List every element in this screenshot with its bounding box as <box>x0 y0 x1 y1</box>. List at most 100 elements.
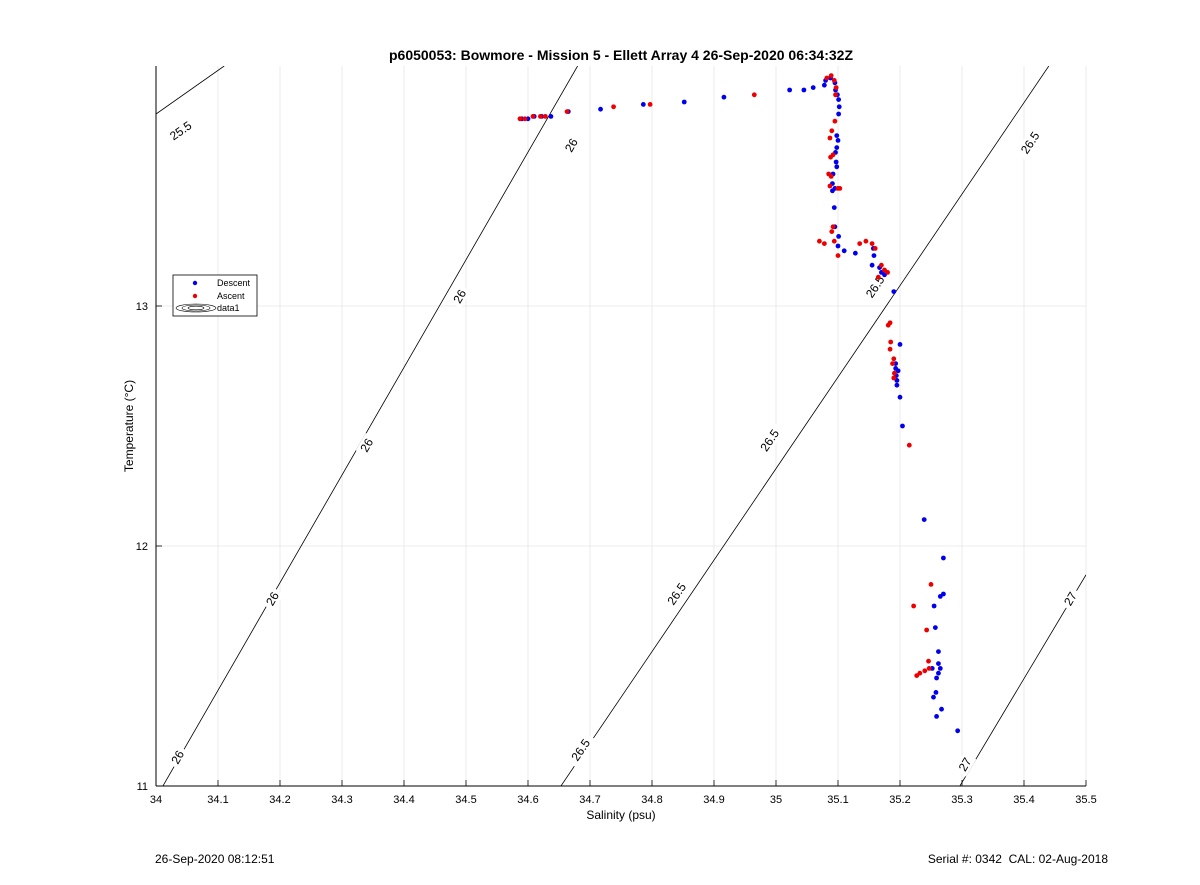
data-point-ascent <box>924 627 930 633</box>
isoline-label: 26 <box>263 589 282 608</box>
axes: 34 34.1 34.2 34.3 34.4 34.5 34.6 34.7 34.8 34.9 35… <box>136 66 1097 806</box>
data-point-descent <box>934 675 939 681</box>
y-tick-label: 13 <box>136 301 148 313</box>
footer-timestamp: 26-Sep-2020 08:12:51 <box>155 852 275 866</box>
data-point-ascent <box>872 246 878 251</box>
x-tick-label: 34.1 <box>207 794 228 806</box>
data-point-descent <box>897 394 903 400</box>
data-point-ascent <box>837 186 843 191</box>
data-point-descent <box>936 670 941 676</box>
data-point-ascent <box>885 270 890 275</box>
data-point-descent <box>836 104 842 110</box>
data-point-descent <box>834 164 840 170</box>
data-point-ascent <box>821 241 827 247</box>
data-point-descent <box>834 133 840 139</box>
isoline-label-bg <box>162 115 199 147</box>
data-point-descent <box>835 138 841 143</box>
x-tick-label: 34.7 <box>579 794 600 806</box>
x-tick-label: 35.5 <box>1075 794 1096 806</box>
data-point-descent <box>836 234 842 239</box>
isoline-25.5 <box>156 66 225 115</box>
data-point-descent <box>836 97 842 102</box>
data-point-ascent <box>922 668 928 674</box>
data-point-ascent <box>885 322 891 328</box>
data-point-ascent <box>857 241 863 247</box>
data-point-descent <box>921 517 927 522</box>
isoline-26 <box>162 66 578 786</box>
data-point-ascent <box>891 356 897 362</box>
data-point-descent <box>941 555 946 561</box>
x-tick-label: 35.2 <box>889 794 910 806</box>
data-point-descent <box>932 625 938 630</box>
isoline-label: 26 <box>450 287 469 306</box>
x-tick-label: 34.4 <box>393 794 414 806</box>
data-point-ascent <box>828 154 833 160</box>
data-point-ascent <box>829 229 835 235</box>
legend-label-descent: Descent <box>217 278 251 288</box>
legend: Descent Ascent data1 <box>172 274 258 317</box>
data-point-descent <box>598 106 603 112</box>
isoline-label-bg <box>355 433 378 458</box>
data-point-ascent <box>863 238 869 244</box>
isoline-label: 27 <box>956 755 975 774</box>
data-point-ascent <box>542 114 548 119</box>
isoline-label-bg <box>261 586 284 611</box>
x-tick-label: 34.5 <box>455 794 476 806</box>
data-point-descent <box>681 99 687 105</box>
legend-contour-icon <box>175 303 217 313</box>
y-tick-label: 12 <box>136 541 148 553</box>
grid-lines <box>156 66 1087 786</box>
x-tick-label: 34.6 <box>517 794 538 806</box>
data-point-ascent <box>538 114 543 119</box>
data-point-ascent <box>833 85 839 90</box>
isoline-label-bg <box>953 752 977 777</box>
data-point-ascent <box>890 361 895 366</box>
data-point-ascent <box>906 442 912 448</box>
data-point-descent <box>841 248 847 254</box>
data-point-descent <box>871 253 877 258</box>
y-axis-label: Temperature (°C) <box>122 380 136 472</box>
data-point-descent <box>836 111 842 117</box>
data-point-descent <box>831 205 837 211</box>
isoline-label-bg <box>166 745 189 770</box>
x-tick-label: 35.3 <box>951 794 972 806</box>
data-point-ascent <box>888 339 894 345</box>
data-point-descent <box>936 661 941 666</box>
data-point-ascent <box>830 224 836 230</box>
data-point-ascent <box>926 658 931 664</box>
x-tick-label: 35.1 <box>827 794 848 806</box>
data-point-descent <box>640 102 646 107</box>
data-point-descent <box>894 382 900 388</box>
legend-marker-ascent <box>192 293 198 299</box>
y-tick-label: 11 <box>137 781 148 793</box>
data-point-ascent <box>517 116 523 122</box>
x-tick-label: 34.2 <box>269 794 290 806</box>
data-point-ascent <box>827 183 833 189</box>
data-point-descent <box>893 366 899 371</box>
data-point-ascent <box>828 73 834 78</box>
data-point-ascent <box>887 346 893 352</box>
data-point-ascent <box>831 238 837 244</box>
footer-serial-calibration: Serial #: 0342 CAL: 02-Aug-2018 <box>927 852 1108 866</box>
data-point-descent <box>934 714 939 719</box>
data-point-ascent <box>827 135 833 141</box>
data-point-descent <box>936 649 941 654</box>
data-point-ascent <box>647 102 653 107</box>
data-point-descent <box>548 114 554 119</box>
data-point-descent <box>787 87 793 93</box>
data-point-ascent <box>835 253 841 258</box>
data-point-descent <box>897 342 903 347</box>
data-point-ascent <box>522 116 528 122</box>
data-point-descent <box>937 666 943 671</box>
data-point-descent <box>810 85 816 90</box>
data-point-ascent <box>828 174 834 179</box>
data-point-descent <box>933 690 939 695</box>
data-points <box>517 73 961 734</box>
data-point-ascent <box>611 104 616 110</box>
data-point-descent <box>941 591 946 597</box>
data-point-ascent <box>869 241 875 247</box>
x-tick-label: 35 <box>770 794 782 806</box>
data-point-descent <box>821 82 827 88</box>
x-axis-label: Salinity (psu) <box>586 808 655 822</box>
